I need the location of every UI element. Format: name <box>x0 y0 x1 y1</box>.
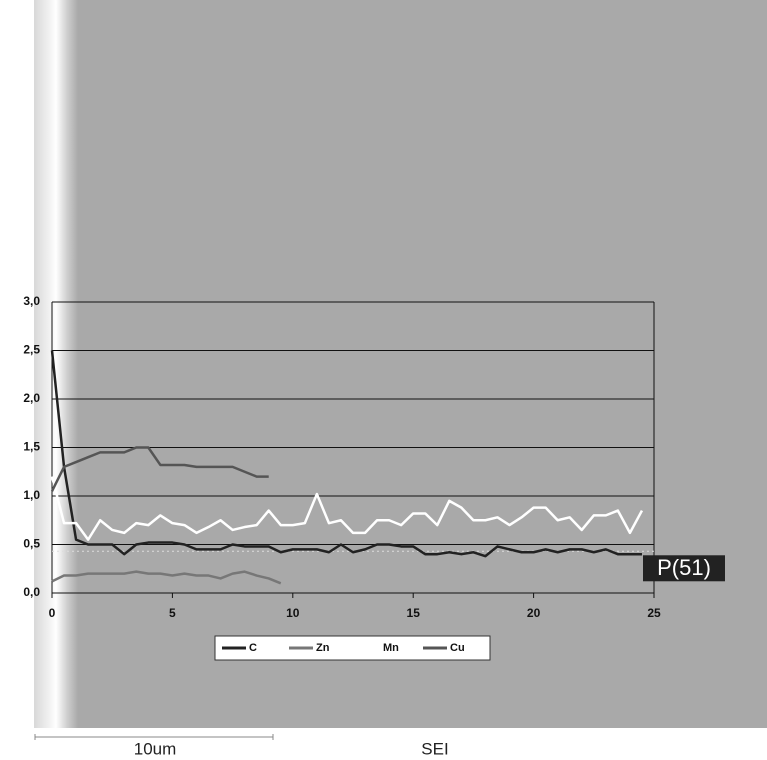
y-tick-label: 2,5 <box>23 343 40 357</box>
y-tick-label: 1,5 <box>23 440 40 454</box>
y-tick-label: 0,0 <box>23 585 40 599</box>
series-line <box>51 570 282 585</box>
marker-label-bg <box>643 555 725 582</box>
x-tick-label: 25 <box>647 606 661 620</box>
x-tick-label: 0 <box>49 606 56 620</box>
series-line <box>50 350 642 558</box>
mode-label: SEI <box>421 739 448 758</box>
x-tick-label: 5 <box>169 606 176 620</box>
legend-label: Cu <box>450 642 465 654</box>
image-margin <box>0 0 34 728</box>
sem-image <box>0 0 767 728</box>
x-tick-label: 15 <box>407 606 421 620</box>
y-tick-label: 0,5 <box>23 537 40 551</box>
marker-label: P(51) <box>657 555 711 580</box>
bright-edge <box>34 0 78 728</box>
legend-label: Zn <box>316 642 330 654</box>
y-tick-label: 2,0 <box>23 391 40 405</box>
x-tick-label: 20 <box>527 606 541 620</box>
series-line <box>50 446 269 492</box>
scale-label: 10um <box>134 739 177 758</box>
y-tick-label: 3,0 <box>23 294 40 308</box>
x-tick-label: 10 <box>286 606 300 620</box>
y-tick-label: 1,0 <box>23 488 40 502</box>
series-line <box>50 476 644 541</box>
legend-label: Mn <box>383 642 399 654</box>
legend-label: C <box>249 642 257 654</box>
